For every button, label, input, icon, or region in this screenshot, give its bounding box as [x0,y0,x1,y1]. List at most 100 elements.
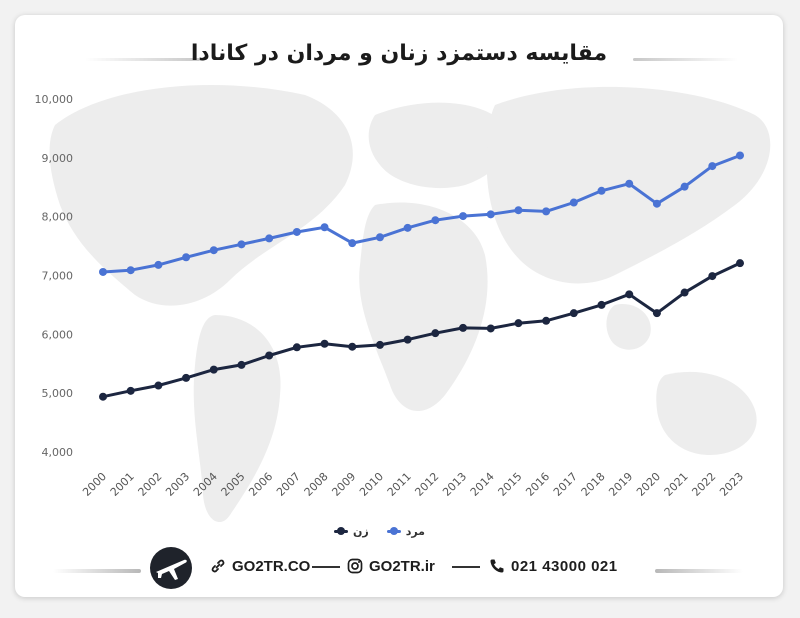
data-point-male[interactable] [209,246,218,255]
chart-title: مقایسه دستمزد زنان و مردان در کانادا [190,41,608,66]
footer-decoration-right [655,569,743,573]
x-tick-label: 2005 [219,470,248,499]
data-point-female[interactable] [486,324,495,333]
x-tick-label: 2021 [662,470,691,499]
phone-contact[interactable]: 021 43000 021 [489,555,618,577]
data-point-male[interactable] [569,198,578,207]
data-point-male[interactable] [625,179,634,188]
data-point-female[interactable] [265,351,274,360]
data-point-female[interactable] [126,386,135,395]
data-point-male[interactable] [708,162,717,171]
x-tick-label: 2008 [302,470,331,499]
data-point-female[interactable] [237,360,246,369]
data-point-female[interactable] [99,392,107,401]
data-point-male[interactable] [265,234,274,243]
y-tick-label: 9,000 [42,152,74,165]
website-contact[interactable]: GO2TR.CO [210,555,310,577]
data-point-female[interactable] [542,316,551,325]
data-point-female[interactable] [459,323,468,332]
link-icon [211,559,225,573]
data-point-male[interactable] [736,151,744,160]
data-point-female[interactable] [209,365,218,374]
data-point-male[interactable] [320,223,329,232]
footer-separator [452,566,480,568]
x-tick-label: 2013 [440,470,469,499]
data-point-male[interactable] [126,266,135,275]
y-tick-label: 5,000 [42,387,74,400]
data-point-female[interactable] [569,309,578,318]
airplane-logo-icon [150,547,192,589]
data-point-male[interactable] [348,239,357,248]
instagram-icon [347,558,363,574]
phone-text: 021 43000 021 [511,557,618,575]
data-point-female[interactable] [625,290,634,299]
y-tick-label: 4,000 [42,446,74,459]
data-point-male[interactable] [486,210,495,219]
data-point-male[interactable] [292,227,301,236]
data-point-female[interactable] [375,340,384,349]
data-point-female[interactable] [182,373,191,382]
data-point-female[interactable] [680,288,689,297]
data-point-male[interactable] [375,233,384,242]
data-point-female[interactable] [403,335,412,344]
data-point-male[interactable] [237,240,246,249]
x-tick-label: 2018 [579,470,608,499]
legend-label-male: مرد [405,524,425,538]
x-tick-label: 2016 [523,470,552,499]
data-point-male[interactable] [99,267,107,276]
data-point-female[interactable] [320,339,329,348]
line-chart: 4,000 5,000 6,000 7,000 8,000 9,000 10,000 2000… [35,93,747,499]
data-point-female[interactable] [431,329,440,338]
x-tick-label: 2019 [606,470,635,499]
x-tick-label: 2014 [468,470,497,499]
data-point-male[interactable] [182,253,191,262]
data-point-male[interactable] [597,186,606,195]
x-tick-label: 2015 [496,470,525,499]
title-decoration-right [633,58,738,61]
phone-icon [490,559,504,573]
x-tick-label: 2012 [412,470,441,499]
y-tick-label: 10,000 [35,93,74,106]
data-point-male[interactable] [514,206,523,215]
legend-item-male[interactable]: مرد [386,524,425,538]
footer-separator [312,566,340,568]
data-point-female[interactable] [154,381,163,390]
x-tick-label: 2011 [385,470,414,499]
data-point-female[interactable] [736,259,744,268]
x-tick-label: 2003 [163,470,192,499]
series-line-female [101,261,742,399]
chart-legend: مرد زن [315,521,425,541]
x-tick-label: 2022 [689,470,718,499]
x-tick-label: 2020 [634,470,663,499]
data-point-male[interactable] [680,182,689,191]
x-tick-label: 2002 [136,470,165,499]
x-tick-label: 2001 [108,470,137,499]
data-point-male[interactable] [431,216,440,225]
data-point-male[interactable] [154,260,163,269]
x-tick-label: 2023 [717,470,746,499]
y-tick-label: 7,000 [42,270,74,283]
data-point-female[interactable] [514,319,523,328]
website-text: GO2TR.CO [232,557,311,575]
data-point-female[interactable] [292,343,301,352]
data-point-female[interactable] [597,300,606,309]
x-tick-label: 2010 [357,470,386,499]
data-point-male[interactable] [403,223,412,232]
y-tick-label: 6,000 [42,328,74,341]
chart-card: مقایسه دستمزد زنان و مردان در کانادا 4,0… [15,15,783,597]
x-tick-label: 2004 [191,470,220,499]
data-point-male[interactable] [652,199,661,208]
data-point-female[interactable] [348,342,357,351]
data-point-male[interactable] [459,212,468,221]
data-point-female[interactable] [652,309,661,318]
legend-label-female: زن [352,524,369,538]
instagram-contact[interactable]: GO2TR.ir [347,555,435,577]
legend-item-female[interactable]: زن [333,524,369,538]
footer-decoration-left [53,569,141,573]
data-point-female[interactable] [708,272,717,281]
instagram-text: GO2TR.ir [369,557,435,575]
data-point-male[interactable] [542,207,551,216]
x-tick-label: 2017 [551,470,580,499]
legend-swatch-male [386,526,401,535]
x-tick-label: 2006 [246,470,275,499]
